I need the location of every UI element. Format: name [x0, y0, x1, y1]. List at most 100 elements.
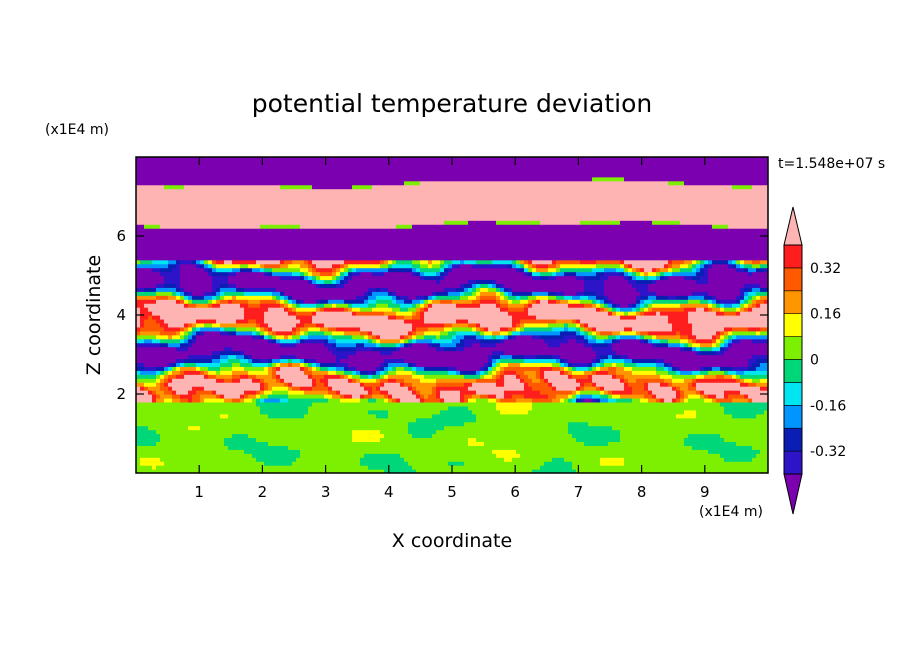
contour-cell [248, 378, 253, 383]
contour-cell [224, 453, 229, 458]
contour-cell [264, 358, 269, 363]
contour-cell [284, 421, 289, 427]
contour-cell [192, 382, 197, 387]
contour-cell [432, 461, 437, 466]
contour-cell [312, 370, 317, 375]
contour-cell [612, 409, 617, 415]
contour-cell [568, 354, 573, 360]
contour-cell [756, 374, 761, 379]
contour-cell [484, 457, 489, 462]
contour-cell [744, 374, 749, 379]
contour-cell [136, 429, 141, 435]
contour-cell [500, 405, 505, 411]
contour-cell [216, 397, 221, 403]
contour-cell [172, 421, 177, 427]
contour-cell [208, 441, 213, 446]
contour-cell [504, 413, 509, 419]
contour-cell [544, 461, 549, 466]
contour-cell [160, 441, 165, 446]
contour-cell [260, 346, 265, 352]
contour-cell [484, 425, 489, 431]
contour-cell [500, 465, 505, 470]
contour-cell [712, 354, 717, 360]
contour-cell [376, 453, 381, 458]
contour-cell [456, 362, 461, 367]
contour-cell [516, 386, 521, 391]
contour-cell [728, 425, 733, 431]
contour-cell [700, 449, 705, 454]
contour-cell [284, 374, 289, 379]
contour-cell [460, 453, 465, 458]
contour-cell [752, 390, 757, 395]
contour-cell [592, 390, 597, 395]
contour-cell [452, 437, 457, 442]
contour-cell [256, 413, 261, 419]
contour-cell [344, 374, 349, 379]
contour-cell [392, 354, 397, 360]
contour-cell [556, 437, 561, 442]
contour-cell [536, 457, 541, 462]
contour-cell [672, 382, 677, 387]
contour-cell [296, 433, 301, 439]
contour-cell [700, 421, 705, 427]
contour-cell [588, 358, 593, 363]
contour-cell [680, 445, 685, 450]
contour-cell [676, 437, 681, 442]
contour-cell [612, 378, 617, 383]
contour-cell [368, 397, 373, 403]
contour-cell [228, 405, 233, 411]
contour-cell [752, 354, 757, 360]
contour-cell [204, 405, 209, 411]
contour-cell [444, 429, 449, 435]
contour-cell [280, 453, 285, 458]
contour-cell [444, 433, 449, 439]
contour-cell [320, 394, 325, 399]
contour-cell [476, 413, 481, 419]
contour-cell [436, 449, 441, 454]
contour-cell [644, 453, 649, 458]
contour-cell [548, 382, 553, 387]
contour-cell [196, 469, 201, 473]
contour-cell [544, 421, 549, 427]
contour-cell [144, 469, 149, 473]
contour-cell [364, 441, 369, 446]
contour-cell [616, 366, 621, 371]
contour-cell [684, 382, 689, 387]
contour-cell [708, 386, 713, 391]
contour-cell [336, 366, 341, 371]
contour-cell [472, 401, 477, 407]
contour-cell [400, 433, 405, 439]
contour-cell [148, 417, 153, 423]
contour-cell [224, 358, 229, 363]
contour-cell [352, 366, 357, 371]
contour-cell [316, 429, 321, 435]
contour-cell [468, 405, 473, 411]
contour-cell [548, 358, 553, 363]
contour-cell [332, 382, 337, 387]
contour-cell [160, 425, 165, 431]
contour-cell [152, 441, 157, 446]
contour-cell [652, 394, 657, 399]
contour-cell [700, 409, 705, 415]
contour-cell [764, 425, 768, 431]
contour-cell [408, 445, 413, 450]
contour-cell [472, 465, 477, 470]
contour-cell [684, 405, 689, 411]
contour-cell [468, 382, 473, 387]
contour-cell [744, 425, 749, 431]
contour-cell [648, 461, 653, 466]
contour-cell [264, 350, 269, 356]
contour-cell [316, 453, 321, 458]
contour-cell [400, 421, 405, 427]
contour-cell [452, 457, 457, 462]
contour-cell [460, 437, 465, 442]
contour-cell [752, 350, 757, 356]
contour-cell [484, 358, 489, 363]
contour-cell [524, 413, 529, 419]
contour-cell [464, 401, 469, 407]
contour-cell [600, 401, 605, 407]
contour-cell [180, 358, 185, 363]
contour-cell [264, 469, 269, 473]
contour-cell [588, 409, 593, 415]
contour-cell [548, 461, 553, 466]
